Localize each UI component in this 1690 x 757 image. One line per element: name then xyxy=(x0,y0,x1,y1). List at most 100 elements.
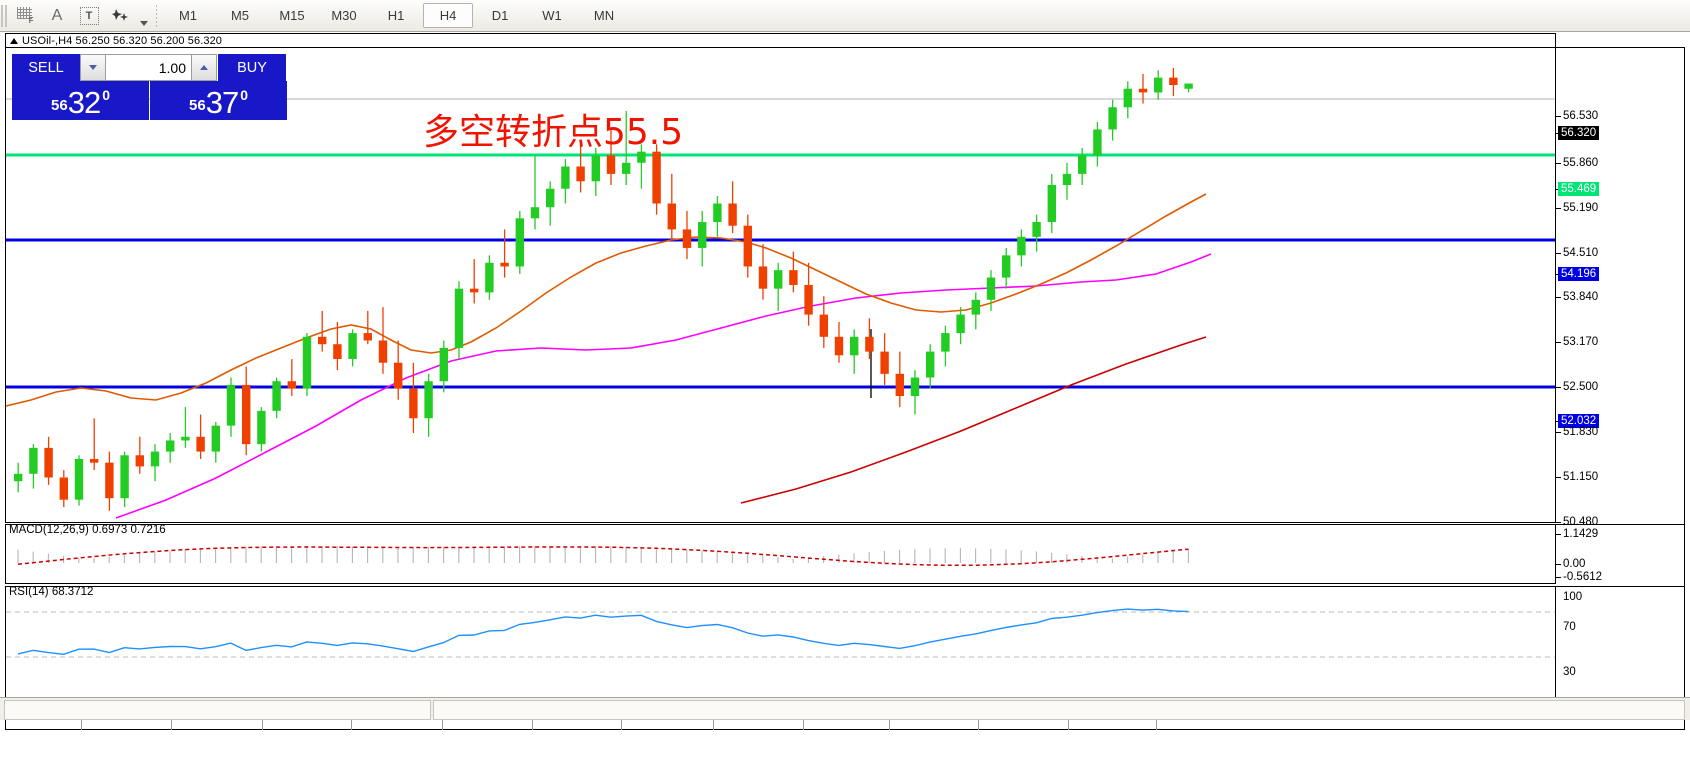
candle-body xyxy=(257,410,266,445)
candle-body xyxy=(515,218,524,267)
sell-price-sup: 0 xyxy=(102,87,110,103)
candle-body xyxy=(287,381,296,389)
collapse-arrow-icon[interactable] xyxy=(10,37,18,44)
buy-button[interactable]: BUY xyxy=(218,54,286,81)
buy-price-big: 37 xyxy=(205,85,239,120)
candle-body xyxy=(652,151,661,204)
macd-scale-label: 1.1429 xyxy=(1563,528,1599,540)
buy-price-prefix: 56 xyxy=(189,97,206,114)
candle-body xyxy=(1123,88,1132,108)
volume-increase-button[interactable] xyxy=(191,54,217,81)
timeframe-m5[interactable]: M5 xyxy=(230,8,250,23)
volume-input[interactable]: 1.00 xyxy=(106,54,191,81)
ma-mid-magenta xyxy=(115,253,1212,519)
candle-body xyxy=(105,462,114,499)
candle-body xyxy=(1002,255,1011,278)
rsi-scale-label: 30 xyxy=(1563,666,1576,678)
timeframe-m30[interactable]: M30 xyxy=(331,8,357,23)
candle-body xyxy=(1078,155,1087,174)
price-label: 53.170 xyxy=(1563,336,1599,348)
objects-dropdown-arrow-icon[interactable] xyxy=(137,0,151,34)
scale-tick xyxy=(1556,564,1561,565)
timeframe-m15[interactable]: M15 xyxy=(279,8,305,23)
scale-tick xyxy=(1556,432,1561,433)
scale-tick xyxy=(1556,297,1561,298)
candle-body xyxy=(622,162,631,174)
status-cell-right xyxy=(433,700,1685,720)
timeframe-h1[interactable]: H1 xyxy=(387,8,405,23)
candle-body xyxy=(561,166,570,189)
status-bar xyxy=(0,697,1690,720)
buy-price-display[interactable]: 56 37 0 xyxy=(150,81,287,120)
candle-body xyxy=(774,270,783,289)
candle-body xyxy=(44,447,53,478)
candle-body xyxy=(910,377,920,397)
price-label: 54.510 xyxy=(1563,247,1599,259)
rsi-scale-label: 100 xyxy=(1563,591,1583,603)
candle-body xyxy=(789,270,798,285)
timeframe-d1[interactable]: D1 xyxy=(491,8,509,23)
toolbar-drag-handle[interactable] xyxy=(1,4,7,27)
candle-body xyxy=(971,299,980,315)
candle-body xyxy=(819,314,828,337)
scale-tick xyxy=(1556,163,1561,164)
candle-body xyxy=(1169,77,1178,86)
candle-body xyxy=(1032,222,1041,237)
rsi-pane[interactable]: RSI(14) 68.3712 xyxy=(5,586,1556,706)
candle-body xyxy=(895,373,904,397)
scale-tick xyxy=(1556,342,1561,343)
candle-body xyxy=(941,333,950,352)
candle-body xyxy=(865,336,874,352)
candle-body xyxy=(591,155,600,182)
price-chart-svg xyxy=(6,68,1555,519)
candle-body xyxy=(181,436,190,441)
candle-body xyxy=(409,388,418,419)
candle-body xyxy=(682,229,692,248)
scale-tick xyxy=(1556,577,1561,578)
timeframe-h4[interactable]: H4 xyxy=(423,3,473,28)
toolbar-separator xyxy=(156,4,157,27)
macd-histogram xyxy=(17,545,1189,563)
candle-body xyxy=(135,455,144,467)
macd-signal-line xyxy=(17,546,1189,567)
candle-body xyxy=(1093,129,1102,156)
price-label-green: 55.469 xyxy=(1558,182,1600,196)
sell-button[interactable]: SELL xyxy=(12,54,80,81)
candle-body xyxy=(14,473,23,482)
one-click-trading-panel[interactable]: SELL 1.00 BUY 56 32 0 56 37 0 xyxy=(12,54,287,120)
macd-svg xyxy=(17,545,1189,567)
candle-body xyxy=(166,440,175,452)
rsi-title: RSI(14) 68.3712 xyxy=(9,586,94,598)
candle-body xyxy=(348,333,357,360)
candle-body xyxy=(333,344,342,360)
scale-divider-macd xyxy=(1556,524,1685,525)
timeframe-w1[interactable]: W1 xyxy=(542,8,562,23)
price-chart-pane[interactable] xyxy=(5,47,1556,523)
candle-body xyxy=(850,336,859,356)
macd-scale-label: 0.00 xyxy=(1563,558,1586,570)
scale-tick xyxy=(1556,522,1561,523)
candle-body xyxy=(454,288,464,348)
candle-body xyxy=(196,436,205,452)
candle-body xyxy=(926,351,935,378)
chart-annotation-text: 多空转折点55.5 xyxy=(423,112,684,153)
timeframe-m1[interactable]: M1 xyxy=(178,8,198,23)
grid-f-icon[interactable]: F xyxy=(9,2,41,30)
text-label-icon[interactable]: A xyxy=(51,6,63,24)
text-box-icon[interactable]: T xyxy=(73,2,105,30)
buy-price-sup: 0 xyxy=(240,87,248,103)
price-scale[interactable]: 56.530 56.320 55.860 55.469 55.190 54.510 54.1… xyxy=(1556,47,1685,706)
rsi-svg xyxy=(6,608,1555,658)
price-label: 56.530 xyxy=(1563,110,1599,122)
volume-decrease-button[interactable] xyxy=(80,54,106,81)
macd-pane[interactable]: MACD(12,26,9) 0.6973 0.7216 xyxy=(5,524,1556,584)
sell-price-prefix: 56 xyxy=(51,97,68,114)
candle-body xyxy=(667,203,676,230)
candle-body xyxy=(439,347,448,382)
sell-price-display[interactable]: 56 32 0 xyxy=(12,81,149,120)
candle-body xyxy=(804,284,813,315)
timeframe-mn[interactable]: MN xyxy=(593,8,615,23)
price-label: 55.860 xyxy=(1563,157,1599,169)
objects-icon[interactable] xyxy=(105,2,137,30)
candle-body xyxy=(728,203,737,226)
